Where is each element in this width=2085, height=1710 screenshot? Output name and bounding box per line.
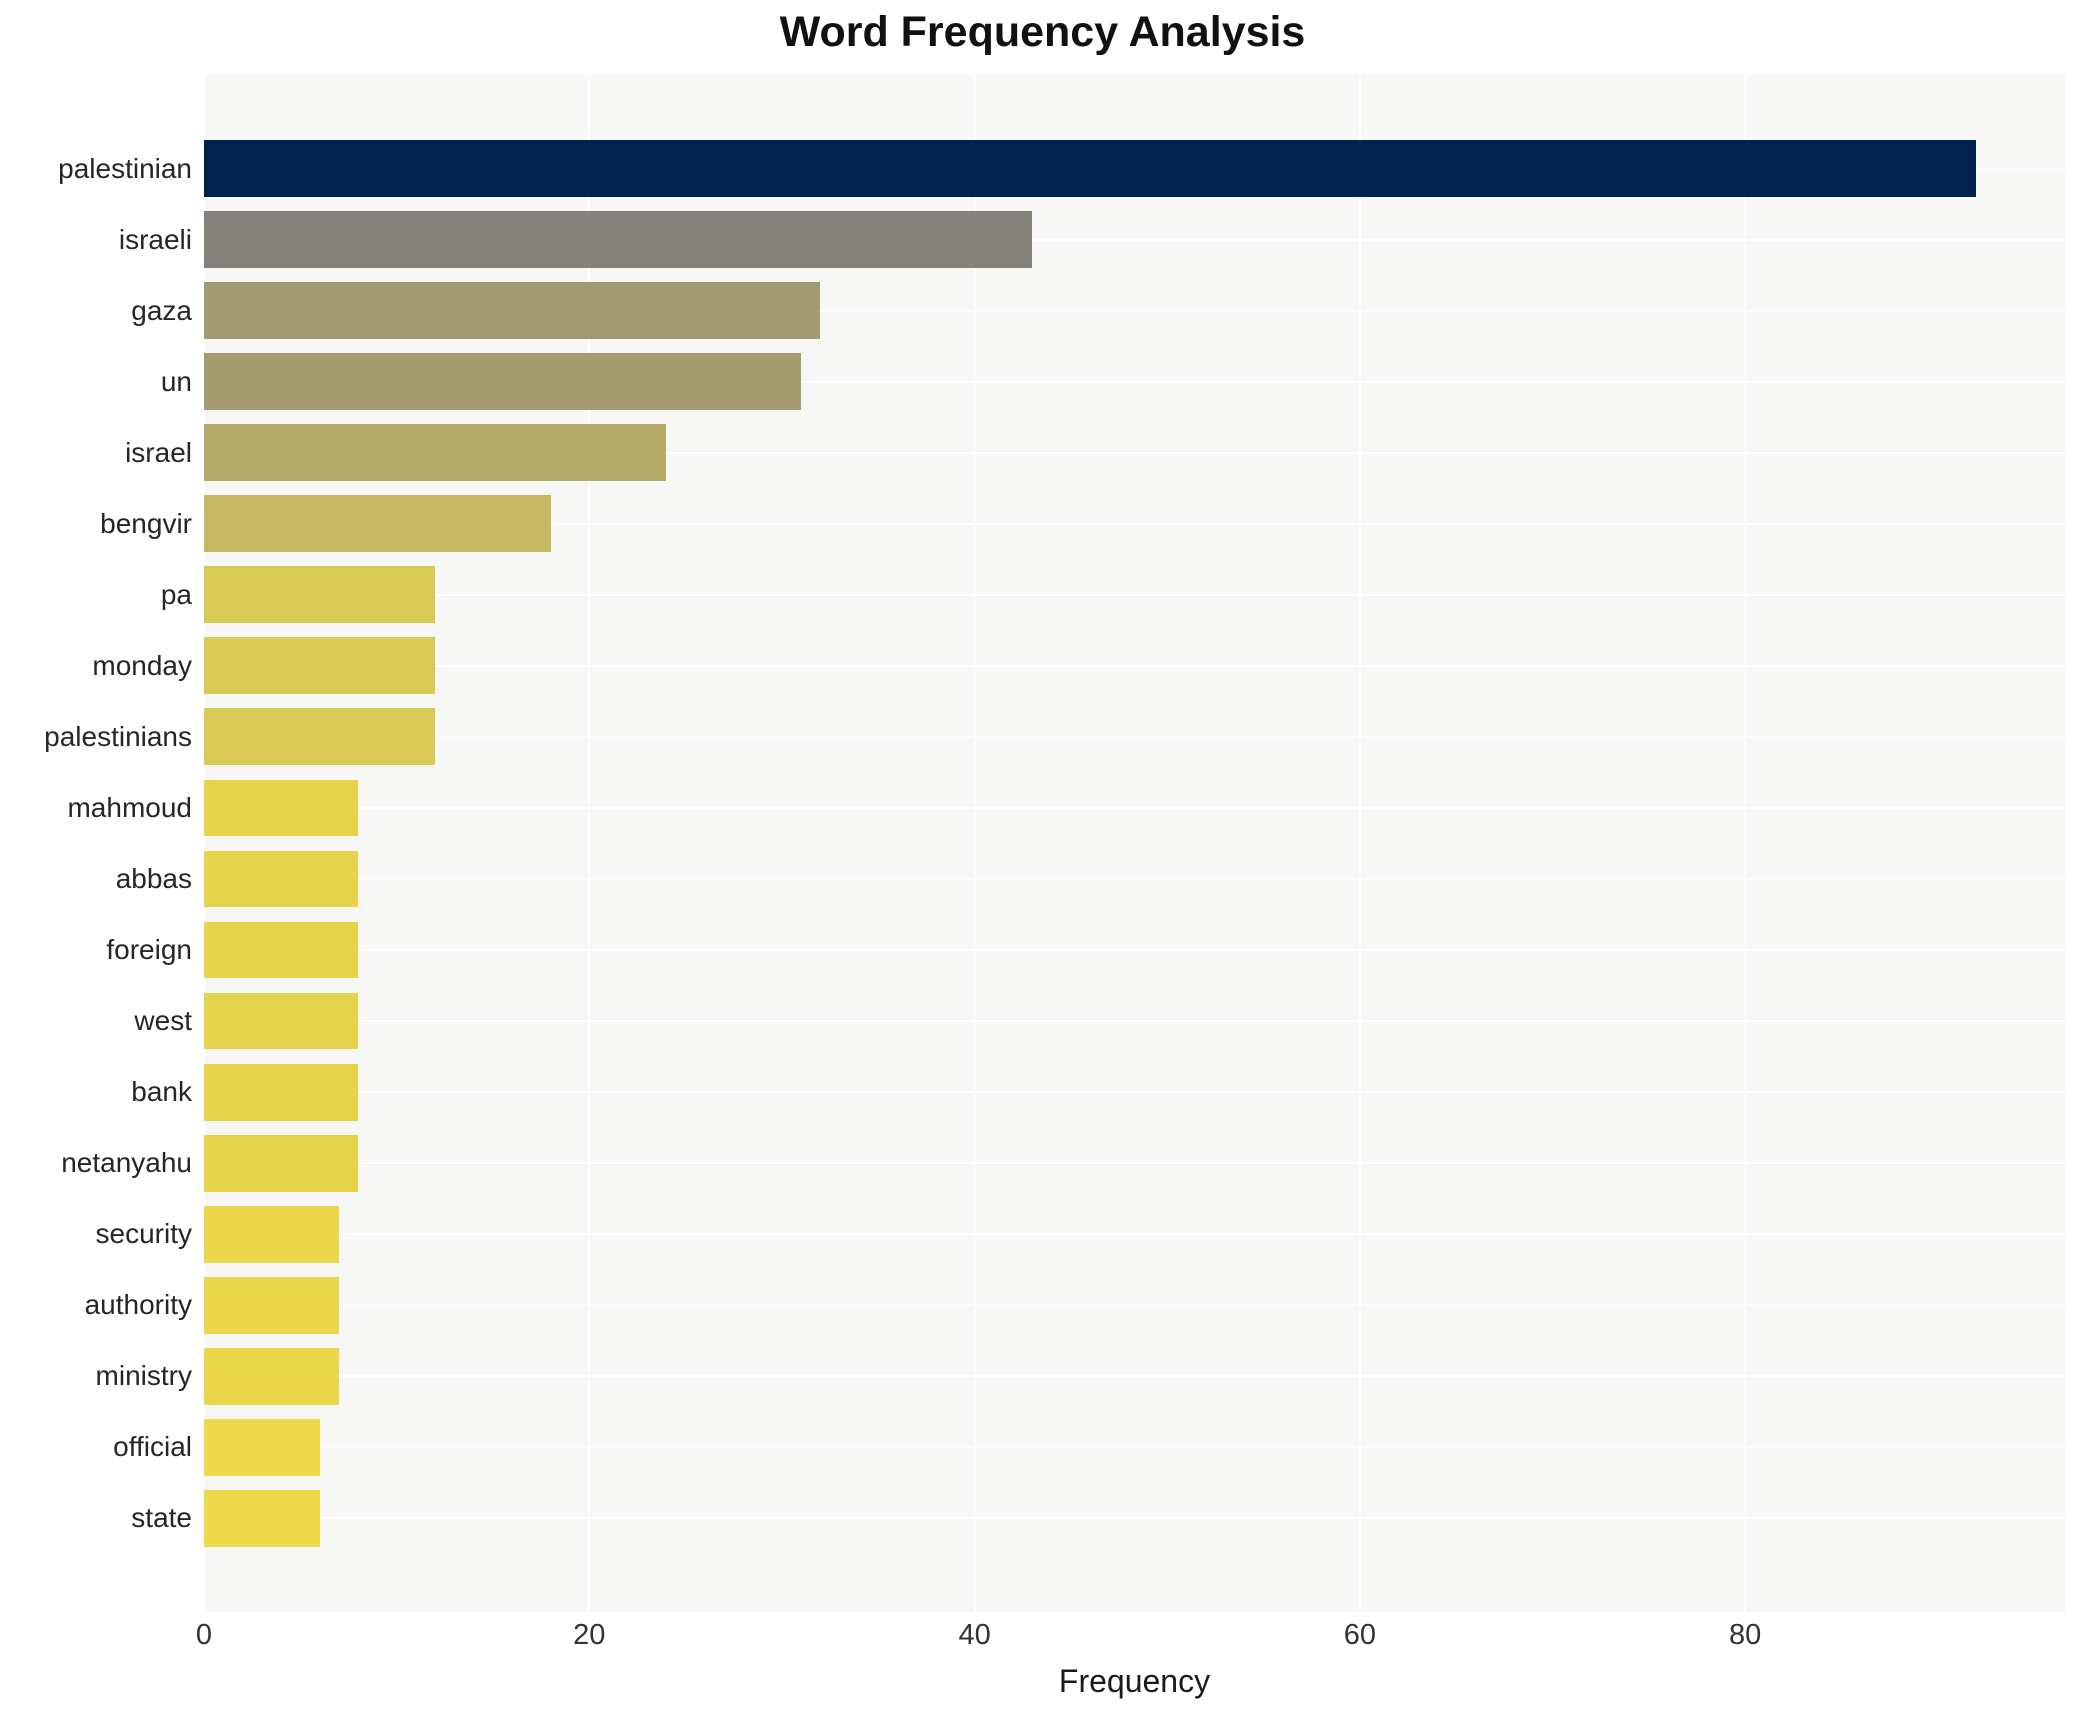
horizontal-gridline [204, 949, 2065, 952]
horizontal-gridline [204, 309, 2065, 312]
horizontal-gridline [204, 1304, 2065, 1307]
y-tick-label: israel [125, 436, 192, 468]
y-tick-label: bank [131, 1076, 192, 1108]
bar [204, 353, 802, 411]
y-tick-label: mahmoud [67, 791, 192, 823]
bar [204, 140, 1977, 197]
x-axis-label: Frequency [1058, 1663, 1211, 1699]
x-tick-label: 20 [573, 1619, 606, 1651]
horizontal-gridline [204, 664, 2065, 667]
bar [204, 1418, 320, 1476]
bar-row [204, 1128, 2065, 1199]
horizontal-gridline [204, 877, 2065, 880]
bar-row [204, 1057, 2065, 1128]
y-tick-label: bengvir [100, 507, 192, 539]
y-tick-label: netanyahu [61, 1147, 192, 1179]
vertical-gridline [588, 75, 591, 1612]
horizontal-gridline [204, 1375, 2065, 1378]
bar-row [204, 1341, 2065, 1412]
bar-row [204, 915, 2065, 986]
bar [204, 1489, 320, 1547]
bar [204, 1276, 339, 1334]
bar-row [204, 559, 2065, 630]
bar-row [204, 1270, 2065, 1341]
horizontal-gridline [204, 1091, 2065, 1094]
x-tick-label: 60 [1343, 1619, 1377, 1651]
horizontal-gridline [204, 522, 2065, 525]
y-tick-label: state [131, 1502, 192, 1534]
vertical-gridline [973, 75, 976, 1612]
bar [204, 1347, 339, 1405]
y-tick-label: un [160, 365, 192, 397]
bar-row [204, 772, 2065, 843]
horizontal-gridline [204, 735, 2065, 738]
bar-row [204, 1412, 2065, 1483]
horizontal-gridline [204, 380, 2065, 383]
y-tick-label: monday [92, 649, 192, 681]
bar [204, 779, 359, 837]
bar-row [204, 275, 2065, 346]
horizontal-gridline [204, 1517, 2065, 1520]
y-axis-labels: palestinian israeli gaza un israel bengvir pa m… [0, 75, 192, 1612]
bar [204, 1063, 359, 1121]
bar-row [204, 417, 2065, 488]
bar-row [204, 488, 2065, 559]
y-tick-label: gaza [131, 294, 192, 326]
plot-area [203, 75, 2065, 1612]
x-axis-ticks: 0 20 40 60 80 [196, 1619, 2065, 1657]
bar-row [204, 133, 2065, 204]
horizontal-gridline [204, 1446, 2065, 1449]
horizontal-gridline [204, 593, 2065, 596]
y-tick-label: ministry [95, 1360, 192, 1392]
y-tick-label: israeli [118, 223, 192, 255]
vertical-gridline [203, 75, 205, 1612]
bar-row [204, 630, 2065, 701]
y-tick-label: foreign [106, 934, 192, 966]
horizontal-gridline [204, 1162, 2065, 1165]
horizontal-gridline [204, 451, 2065, 454]
bar [204, 992, 359, 1050]
y-tick-label: authority [84, 1289, 192, 1321]
bar [204, 282, 821, 340]
bar [204, 921, 359, 979]
bar [204, 211, 1033, 268]
bar [204, 850, 359, 908]
horizontal-gridline [204, 1020, 2065, 1023]
bar-row [204, 701, 2065, 772]
y-tick-label: abbas [115, 862, 192, 894]
vertical-gridline [1358, 75, 1361, 1612]
bar-row [204, 346, 2065, 417]
bar-row [204, 1483, 2065, 1554]
x-tick-label: 80 [1729, 1619, 1762, 1651]
bar [204, 637, 436, 695]
y-tick-label: palestinians [44, 720, 192, 752]
bar [204, 424, 667, 482]
bar [204, 1134, 359, 1192]
chart-title: Word Frequency Analysis [779, 8, 1306, 56]
x-tick-label: 0 [195, 1619, 213, 1651]
bar [204, 566, 436, 624]
horizontal-gridline [204, 1233, 2065, 1236]
horizontal-gridline [204, 806, 2065, 809]
bar [204, 708, 436, 766]
y-tick-label: security [95, 1218, 192, 1250]
bar-row [204, 986, 2065, 1057]
y-tick-label: west [134, 1005, 192, 1037]
bar-rows [204, 75, 2065, 1612]
horizontal-gridline [204, 238, 2065, 241]
y-tick-label: palestinian [58, 152, 192, 184]
bar-row [204, 843, 2065, 914]
bar [204, 495, 551, 553]
vertical-gridline [1744, 75, 1747, 1612]
y-tick-label: official [113, 1431, 192, 1463]
bar-row [204, 204, 2065, 275]
bar [204, 1205, 339, 1263]
bar-row [204, 1199, 2065, 1270]
y-tick-label: pa [160, 578, 192, 610]
x-tick-label: 40 [958, 1619, 991, 1651]
